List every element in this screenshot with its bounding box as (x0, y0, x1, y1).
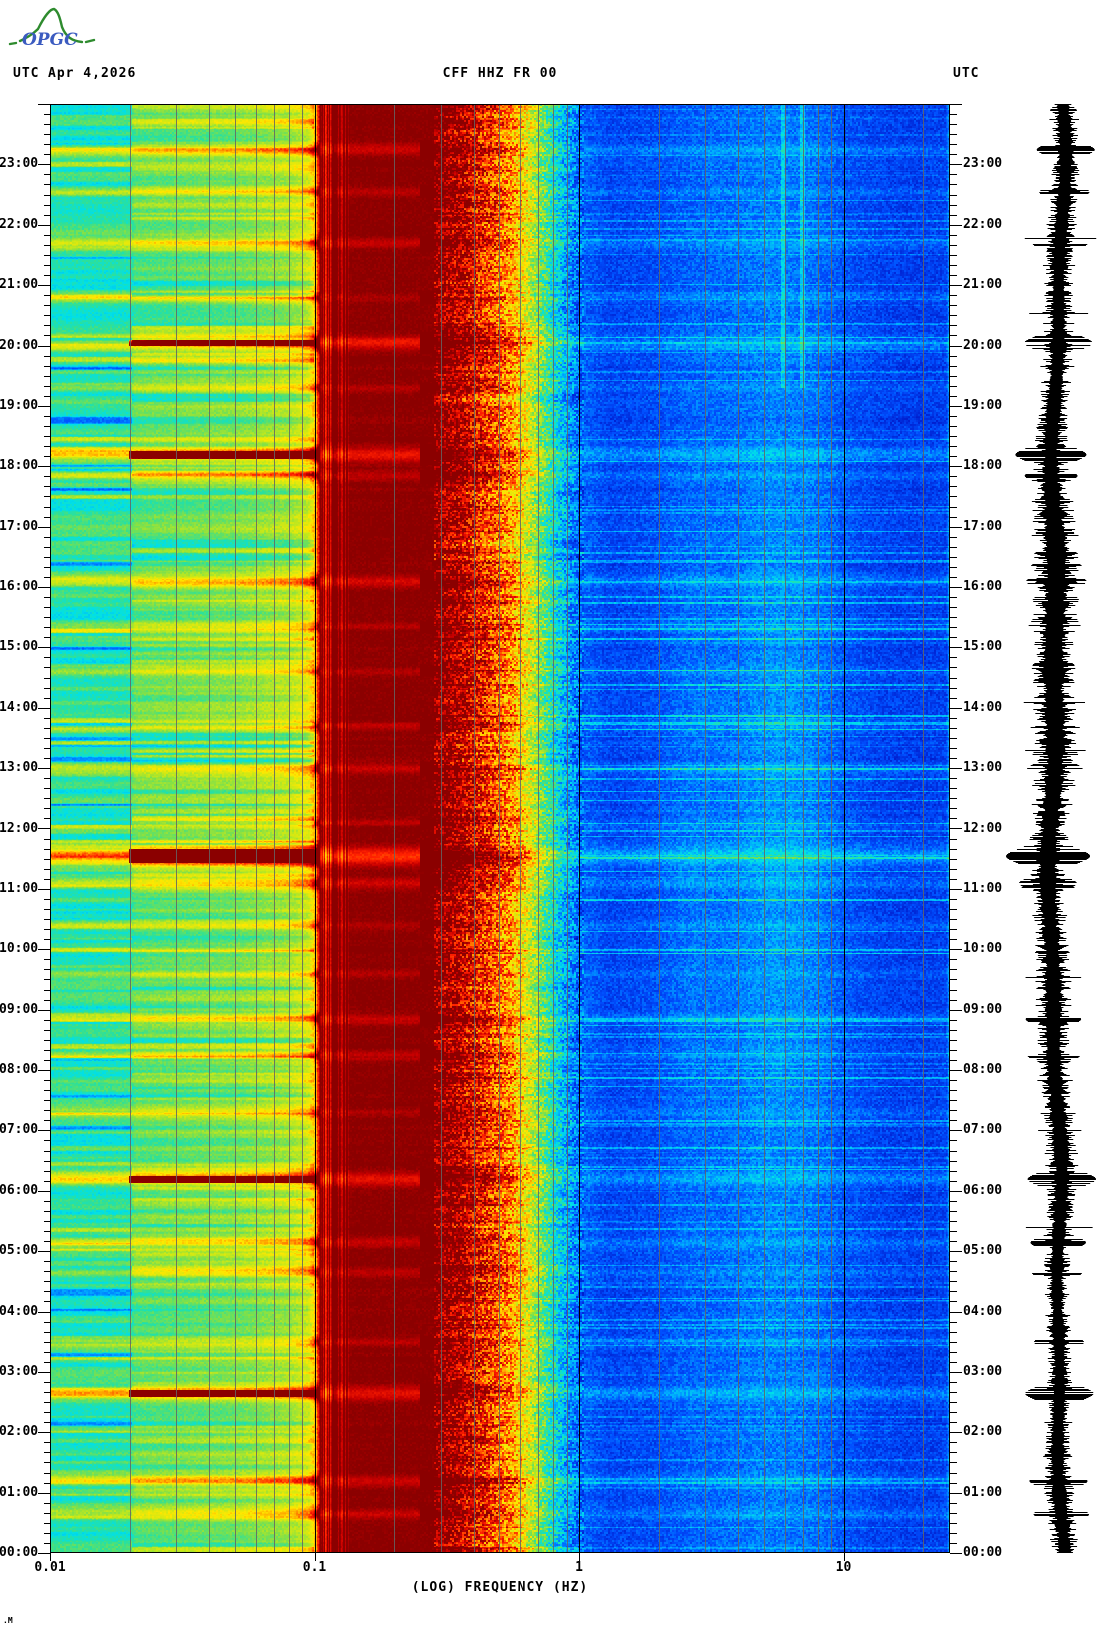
time-label-right: 04:00 (963, 1303, 1003, 1319)
seismogram-trace-canvas (990, 104, 1102, 1553)
left-time-axis: 23:00 22:00 21:00 20:00 19:00 18:00 17:00 16:00… (0, 0, 38, 1634)
time-label-right: 12:00 (963, 820, 1003, 836)
time-label-left: 12:00 (0, 820, 39, 836)
time-label-left: 11:00 (0, 880, 39, 896)
right-time-axis: 23:00 22:00 21:00 20:00 19:00 18:00 17:00 16:00… (963, 0, 1023, 1634)
time-label-right: 23:00 (963, 156, 1003, 172)
time-label-right: 17:00 (963, 518, 1003, 534)
time-label-left: 23:00 (0, 156, 39, 172)
time-label-right: 00:00 (963, 1545, 1003, 1560)
freq-tick-label: 1 (575, 1560, 583, 1575)
time-label-left: 08:00 (0, 1062, 39, 1077)
time-label-left: 03:00 (0, 1363, 39, 1379)
time-label-right: 15:00 (963, 639, 1003, 655)
time-label-left: 22:00 (0, 216, 39, 232)
freq-tick-label: 10 (835, 1560, 852, 1575)
time-label-right: 22:00 (963, 216, 1003, 232)
time-label-left: 19:00 (0, 397, 39, 413)
footer-artifact: .M (3, 1616, 13, 1625)
time-label-left: 15:00 (0, 639, 39, 655)
time-label-left: 01:00 (0, 1484, 39, 1500)
frequency-axis-title: (LOG) FREQUENCY (HZ) (411, 1580, 589, 1595)
time-label-left: 20:00 (0, 337, 39, 353)
time-label-right: 16:00 (963, 579, 1003, 594)
time-label-right: 21:00 (963, 277, 1003, 293)
time-label-right: 01:00 (963, 1484, 1003, 1500)
time-label-right: 14:00 (963, 699, 1003, 715)
time-label-left: 13:00 (0, 760, 39, 776)
time-label-left: 02:00 (0, 1424, 39, 1440)
time-label-right: 02:00 (963, 1424, 1003, 1440)
time-label-left: 00:00 (0, 1545, 39, 1560)
time-label-left: 04:00 (0, 1303, 39, 1319)
time-label-right: 10:00 (963, 941, 1003, 957)
time-label-left: 21:00 (0, 277, 39, 293)
time-label-right: 06:00 (963, 1182, 1003, 1198)
time-label-right: 09:00 (963, 1001, 1003, 1017)
time-label-right: 03:00 (963, 1363, 1003, 1379)
time-label-right: 05:00 (963, 1243, 1003, 1259)
time-label-right: 07:00 (963, 1122, 1003, 1138)
time-label-left: 06:00 (0, 1182, 39, 1198)
time-label-left: 10:00 (0, 941, 39, 957)
time-label-left: 14:00 (0, 699, 39, 715)
time-label-right: 18:00 (963, 458, 1003, 474)
time-label-left: 09:00 (0, 1001, 39, 1017)
time-label-left: 18:00 (0, 458, 39, 474)
time-label-right: 11:00 (963, 880, 1003, 896)
time-label-left: 05:00 (0, 1243, 39, 1259)
time-label-right: 08:00 (963, 1062, 1003, 1077)
freq-tick-label: 0.1 (302, 1560, 327, 1575)
freq-tick-label: 0.01 (34, 1560, 66, 1575)
time-label-right: 20:00 (963, 337, 1003, 353)
time-label-right: 13:00 (963, 760, 1003, 776)
time-label-right: 19:00 (963, 397, 1003, 413)
time-label-left: 07:00 (0, 1122, 39, 1138)
time-label-left: 16:00 (0, 579, 39, 594)
time-label-left: 17:00 (0, 518, 39, 534)
